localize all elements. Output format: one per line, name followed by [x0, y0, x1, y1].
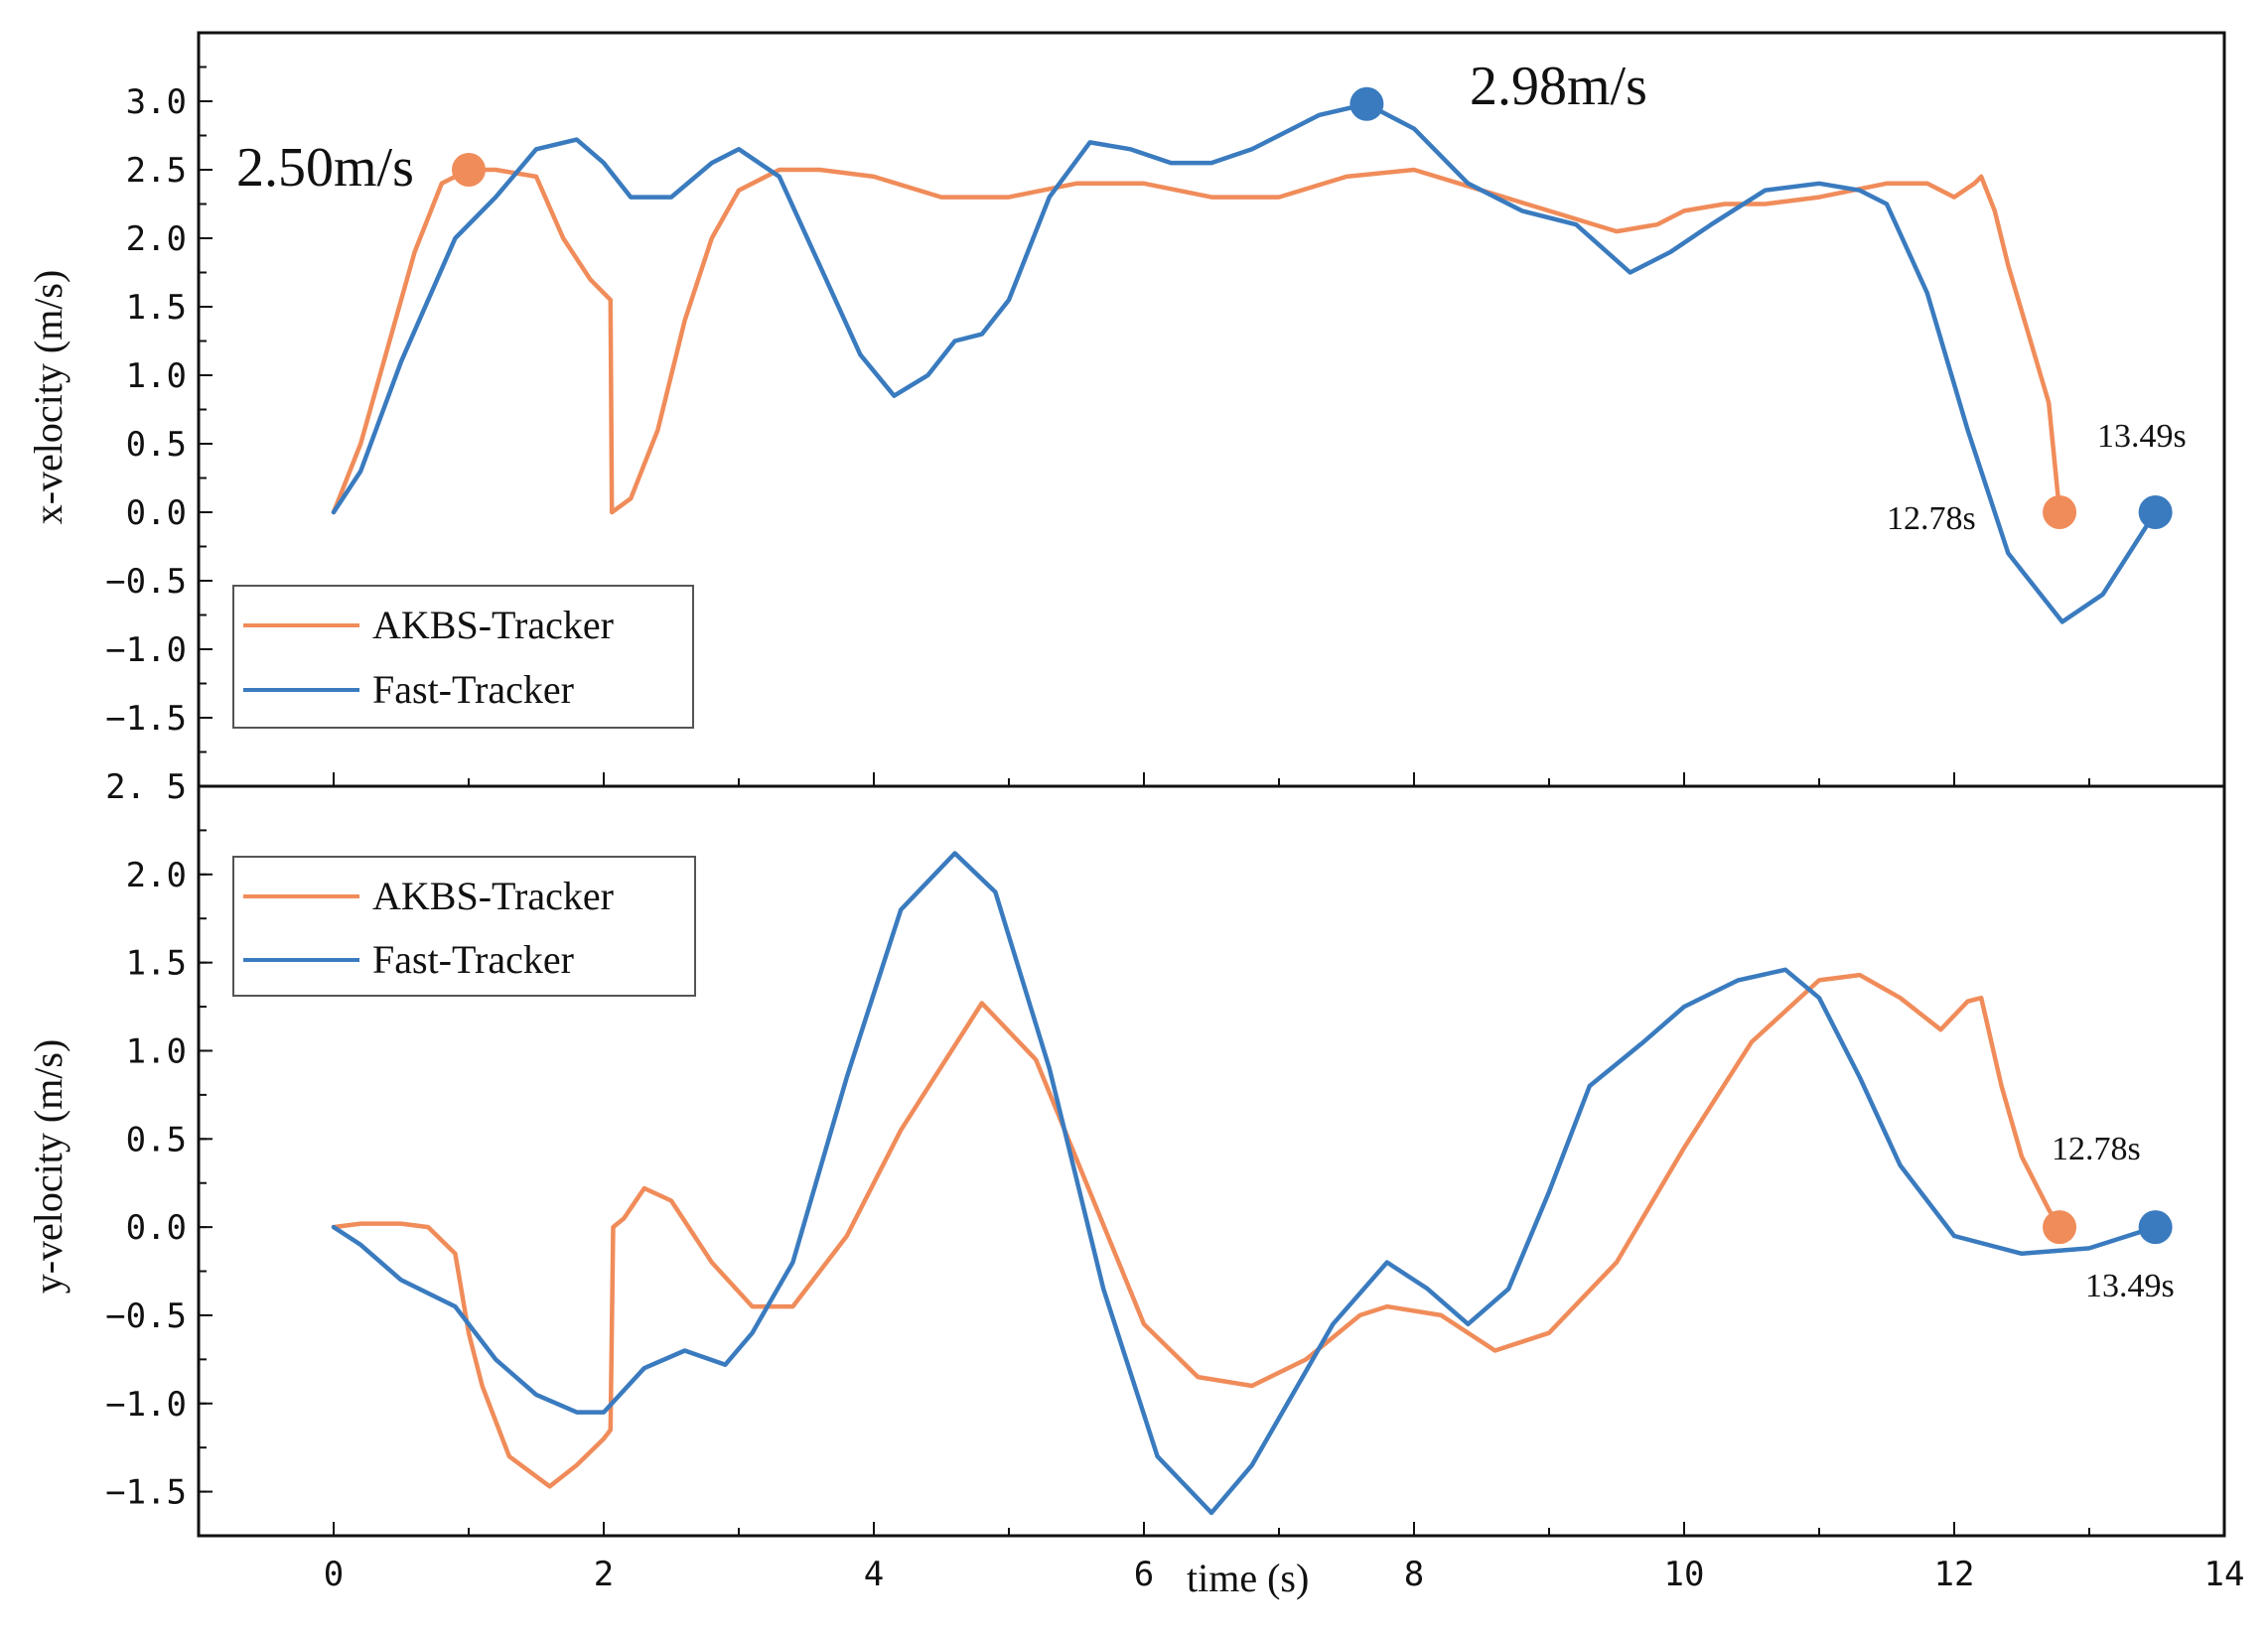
x-velocity-annot-end-akbs: 12.78s — [1887, 500, 1976, 537]
x-velocity-line-fast — [331, 101, 2158, 624]
y-velocity-xtick-label: 12 — [1934, 1555, 1975, 1594]
y-velocity-xtick-label: 4 — [864, 1555, 884, 1594]
x-velocity-ytick-label: 1.0 — [126, 356, 187, 396]
y-velocity-xtick-label: 8 — [1404, 1555, 1424, 1594]
x-velocity-ytick-label: 0.0 — [126, 493, 187, 533]
x-velocity-ytick-label: 3.0 — [126, 82, 187, 122]
x-velocity-legend: AKBS-Tracker Fast-Tracker — [232, 585, 694, 729]
x-velocity-panel: 3.0 2.5 2.0 1.5 1.0 0.5 0.0 −0.5 −1.0 −1.5 x-velo… — [26, 31, 2226, 788]
y-velocity-legend-akbs-label: AKBS-Tracker — [372, 874, 614, 918]
x-velocity-marker-fast — [1349, 86, 1384, 121]
x-velocity-ytick-label: 0.5 — [126, 425, 187, 465]
y-velocity-legend: AKBS-Tracker Fast-Tracker — [232, 856, 696, 997]
y-velocity-ytick-label: −1.0 — [105, 1385, 187, 1425]
x-velocity-annot-peak-fast: 2.98m/s — [1470, 56, 1647, 117]
y-velocity-ytick-label: 2. 5 — [105, 767, 187, 807]
y-velocity-annot-end-fast: 13.49s — [2085, 1268, 2175, 1304]
x-velocity-legend-box — [232, 585, 694, 729]
x-velocity-ticks: 3.0 2.5 2.0 1.5 1.0 0.5 0.0 −0.5 −1.0 −1.5 — [105, 31, 2226, 788]
y-velocity-ytick-label: −1.5 — [105, 1473, 187, 1513]
y-velocity-xtick-label: 14 — [2204, 1555, 2245, 1594]
x-velocity-markers — [452, 86, 2173, 529]
y-velocity-xtick-label: 6 — [1134, 1555, 1154, 1594]
x-velocity-ylabel: x-velocity (m/s) — [26, 270, 71, 525]
y-velocity-marker-akbs — [2043, 1210, 2077, 1245]
x-velocity-marker-fast — [2138, 495, 2173, 529]
y-velocity-xtick-label: 10 — [1664, 1555, 1705, 1594]
x-velocity-ytick-label: 2.5 — [126, 151, 187, 191]
y-velocity-marker-fast — [2138, 1210, 2173, 1245]
y-velocity-lines — [331, 851, 2158, 1516]
x-velocity-ytick-label: −0.5 — [105, 562, 187, 602]
y-velocity-xtick-label: 2 — [594, 1555, 614, 1594]
y-velocity-ytick-label: 0.0 — [126, 1208, 187, 1248]
x-velocity-legend-fast-label: Fast-Tracker — [372, 667, 574, 712]
y-velocity-xlabel: time (s) — [1187, 1556, 1309, 1600]
x-velocity-lines — [331, 101, 2158, 624]
y-velocity-ticks: 0 2 4 6 8 10 12 14 2. 5 2.0 1.5 1.0 0.5 0.0 −0.5 −1.0 −1… — [105, 767, 2244, 1594]
y-velocity-markers — [2043, 1210, 2173, 1245]
y-velocity-ytick-label: 1.0 — [126, 1031, 187, 1071]
x-velocity-ytick-label: 2.0 — [126, 219, 187, 259]
y-velocity-frame — [197, 784, 2226, 1538]
y-velocity-legend-box — [232, 856, 696, 997]
y-velocity-line-fast — [331, 851, 2158, 1516]
x-velocity-ytick-label: 1.5 — [126, 288, 187, 328]
x-velocity-marker-akbs — [2043, 495, 2077, 529]
x-velocity-ytick-label: −1.0 — [105, 630, 187, 670]
x-velocity-marker-akbs — [452, 153, 486, 187]
x-velocity-legend-akbs-label: AKBS-Tracker — [372, 603, 614, 647]
y-velocity-ytick-label: 2.0 — [126, 856, 187, 895]
x-velocity-line-akbs — [331, 167, 2062, 515]
y-velocity-ytick-label: −0.5 — [105, 1296, 187, 1336]
y-velocity-annot-end-akbs: 12.78s — [2052, 1131, 2141, 1167]
x-velocity-annot-peak-akbs: 2.50m/s — [236, 137, 414, 199]
y-velocity-ylabel: y-velocity (m/s) — [26, 1039, 71, 1295]
x-velocity-ytick-label: −1.5 — [105, 699, 187, 739]
y-velocity-ytick-label: 0.5 — [126, 1120, 187, 1160]
y-velocity-ytick-label: 1.5 — [126, 944, 187, 984]
x-velocity-annot-end-fast: 13.49s — [2097, 418, 2187, 455]
y-velocity-xtick-label: 0 — [324, 1555, 344, 1594]
y-velocity-panel: 0 2 4 6 8 10 12 14 2. 5 2.0 1.5 1.0 0.5 0.0 −0.5 −1.0 −1… — [26, 767, 2244, 1600]
y-velocity-legend-fast-label: Fast-Tracker — [372, 937, 574, 982]
